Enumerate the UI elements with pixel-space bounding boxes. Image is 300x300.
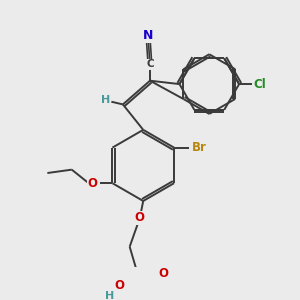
Text: O: O [115,279,124,292]
Text: Cl: Cl [253,78,266,91]
Text: O: O [159,267,169,280]
Text: Br: Br [192,141,207,154]
Text: C: C [146,59,154,69]
Text: H: H [101,95,110,105]
Text: O: O [88,177,98,190]
Text: O: O [135,212,145,224]
Text: N: N [143,29,154,43]
Text: H: H [105,291,114,300]
